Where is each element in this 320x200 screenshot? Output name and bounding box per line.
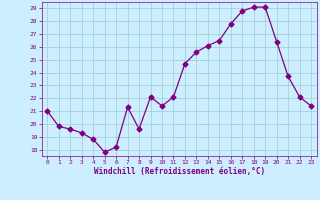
X-axis label: Windchill (Refroidissement éolien,°C): Windchill (Refroidissement éolien,°C): [94, 167, 265, 176]
